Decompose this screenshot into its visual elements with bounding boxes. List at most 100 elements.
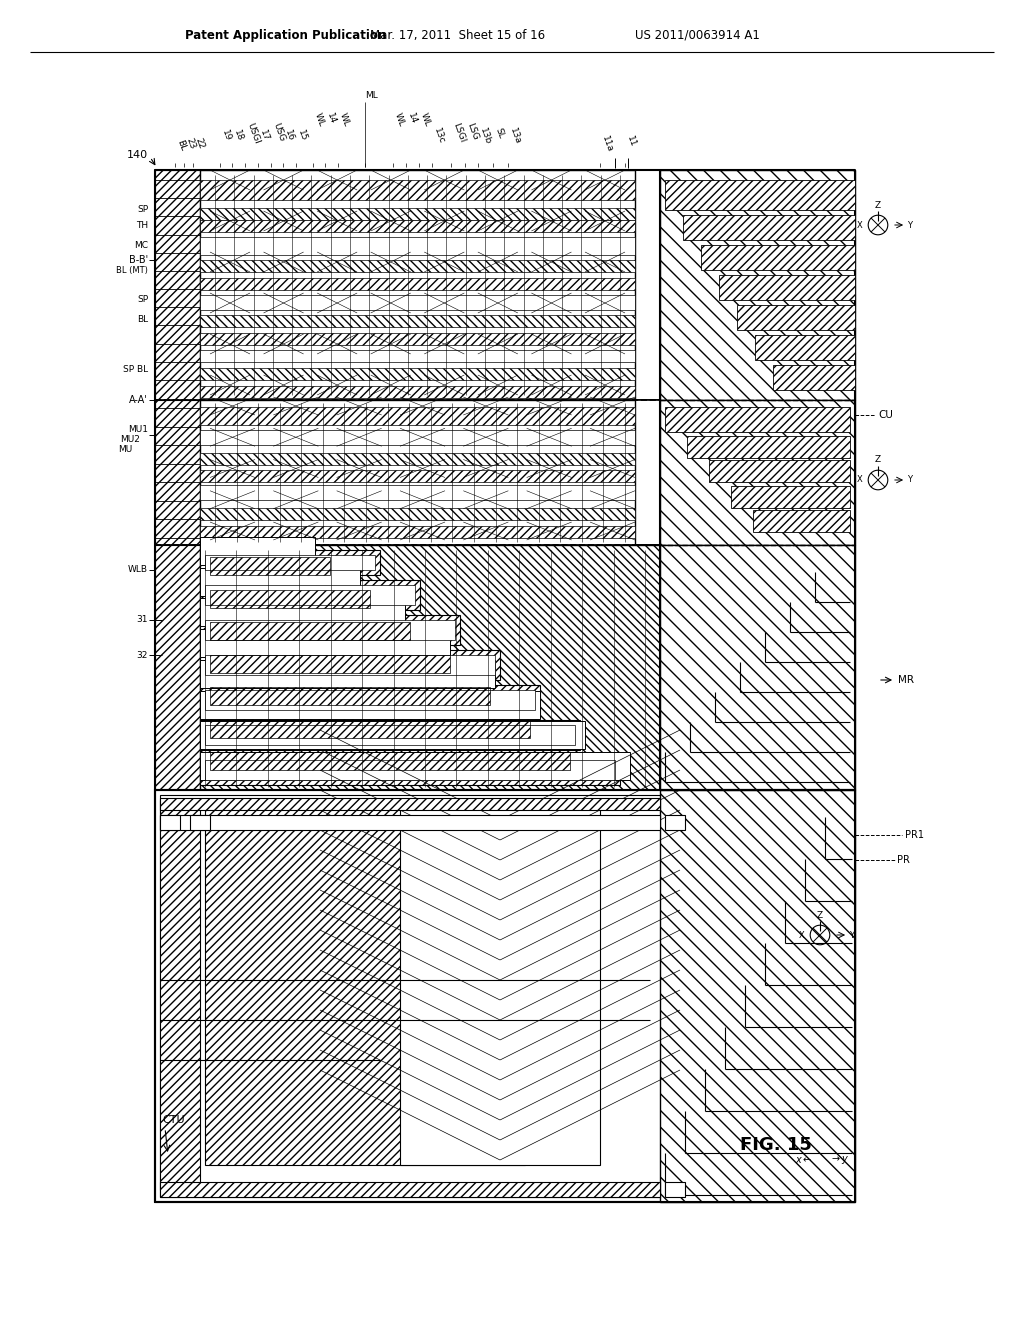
Text: MU2: MU2: [120, 436, 140, 445]
Text: LSGl: LSGl: [451, 121, 466, 144]
Bar: [200, 690, 540, 718]
Text: 14: 14: [406, 112, 419, 125]
Bar: [200, 649, 500, 680]
Bar: [205, 805, 525, 1166]
Bar: [709, 459, 850, 482]
Text: B-B': B-B': [129, 255, 148, 265]
Bar: [701, 246, 855, 271]
Bar: [210, 557, 330, 576]
Bar: [660, 789, 855, 1203]
Text: WL: WL: [313, 112, 327, 128]
Text: US 2011/0063914 A1: US 2011/0063914 A1: [635, 29, 760, 41]
Bar: [200, 685, 540, 715]
Text: 15: 15: [296, 129, 308, 143]
Text: SP BL: SP BL: [123, 366, 148, 375]
Text: WL: WL: [419, 112, 432, 128]
Bar: [200, 180, 635, 201]
Bar: [205, 620, 455, 640]
Bar: [200, 568, 360, 595]
Bar: [753, 510, 850, 532]
Bar: [200, 209, 635, 220]
Text: $\rightarrow y$: $\rightarrow y$: [830, 1154, 850, 1166]
Bar: [205, 760, 615, 780]
Bar: [200, 333, 635, 345]
Text: 22: 22: [193, 137, 205, 150]
Text: Mar. 17, 2011  Sheet 15 of 16: Mar. 17, 2011 Sheet 15 of 16: [370, 29, 545, 41]
Bar: [200, 170, 635, 400]
Bar: [755, 335, 855, 360]
Bar: [200, 755, 620, 785]
Text: BL (MT): BL (MT): [116, 265, 148, 275]
Bar: [155, 789, 855, 1203]
Text: X: X: [857, 220, 863, 230]
Text: LSG: LSG: [465, 121, 479, 141]
Text: SL: SL: [493, 127, 505, 140]
Text: FIG. 15: FIG. 15: [740, 1137, 812, 1154]
Text: 23: 23: [184, 137, 197, 150]
Bar: [200, 545, 660, 789]
Text: 13c: 13c: [432, 127, 446, 145]
Bar: [155, 400, 200, 545]
Text: Y: Y: [850, 931, 854, 940]
Bar: [660, 545, 855, 789]
Bar: [160, 1181, 660, 1197]
Bar: [205, 585, 415, 605]
Bar: [400, 805, 600, 1166]
Text: Y: Y: [907, 475, 912, 484]
Bar: [200, 537, 315, 565]
Bar: [160, 795, 850, 1197]
Text: 11a: 11a: [600, 135, 614, 154]
Bar: [200, 579, 420, 610]
Bar: [200, 721, 585, 750]
Text: MU: MU: [118, 446, 132, 454]
Bar: [200, 407, 635, 425]
Bar: [210, 622, 410, 640]
Text: MU1: MU1: [128, 425, 148, 434]
Text: 13a: 13a: [508, 127, 522, 147]
Bar: [160, 814, 660, 830]
Bar: [687, 436, 850, 458]
Text: CU: CU: [878, 411, 893, 420]
Bar: [155, 545, 200, 789]
Text: X: X: [857, 475, 863, 484]
Bar: [200, 484, 635, 500]
Text: 31: 31: [136, 615, 148, 624]
Text: ML: ML: [365, 91, 378, 100]
Text: Z: Z: [874, 201, 881, 210]
Text: 18: 18: [232, 129, 245, 143]
Bar: [200, 238, 635, 255]
Bar: [160, 800, 200, 1191]
Bar: [210, 719, 530, 738]
Bar: [200, 453, 635, 465]
Bar: [665, 407, 850, 432]
Text: 13b: 13b: [478, 127, 493, 147]
Text: PR: PR: [897, 855, 910, 865]
Bar: [200, 630, 450, 657]
Bar: [660, 789, 855, 1203]
Text: 14: 14: [325, 112, 337, 125]
Bar: [773, 366, 855, 389]
Text: X: X: [799, 931, 805, 940]
Bar: [660, 400, 855, 545]
Bar: [210, 752, 570, 770]
Bar: [160, 799, 660, 810]
Text: A-A': A-A': [129, 395, 148, 405]
Text: $x \leftarrow$: $x \leftarrow$: [795, 1155, 813, 1166]
Text: Z: Z: [817, 911, 823, 920]
Text: MC: MC: [134, 240, 148, 249]
Bar: [200, 385, 635, 399]
Bar: [155, 400, 660, 545]
Bar: [200, 220, 635, 232]
Bar: [200, 350, 635, 362]
Bar: [719, 275, 855, 300]
Bar: [205, 690, 535, 710]
Bar: [155, 170, 660, 400]
Text: SP: SP: [137, 296, 148, 305]
Bar: [200, 550, 380, 576]
Bar: [200, 315, 635, 327]
Bar: [160, 814, 180, 830]
Bar: [200, 525, 635, 539]
Bar: [731, 486, 850, 508]
Text: Z: Z: [874, 455, 881, 465]
Bar: [200, 508, 635, 520]
